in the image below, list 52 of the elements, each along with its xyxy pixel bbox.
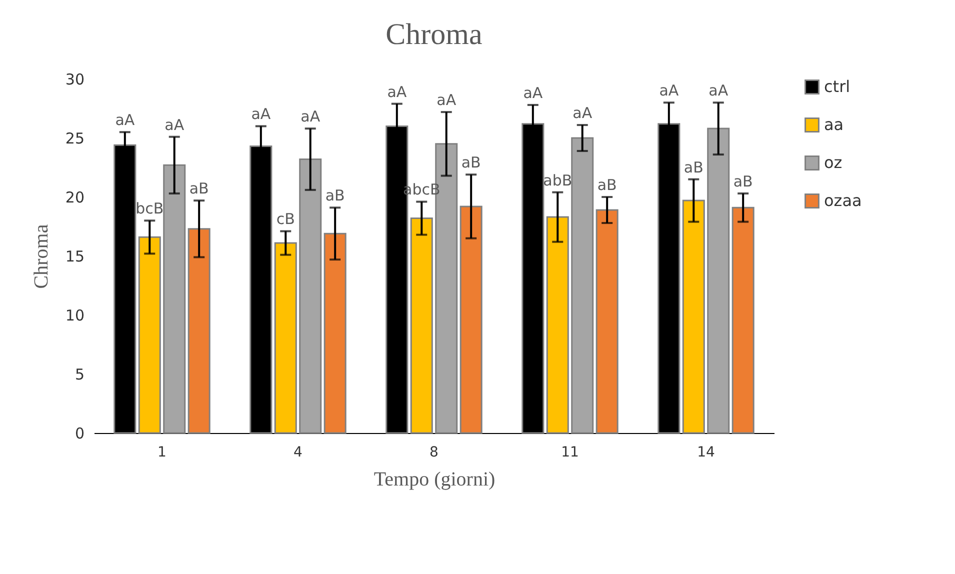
bar bbox=[410, 217, 433, 434]
y-tick-label: 10 bbox=[65, 306, 84, 324]
y-tick-label: 5 bbox=[74, 366, 84, 384]
x-tick-label: 14 bbox=[697, 444, 715, 460]
bar bbox=[163, 164, 186, 434]
bar bbox=[299, 158, 322, 434]
bar bbox=[324, 232, 346, 434]
data-label: aA bbox=[164, 116, 185, 134]
data-label: aA bbox=[251, 105, 272, 124]
legend-label: ctrl bbox=[824, 77, 850, 96]
legend-label: oz bbox=[824, 153, 842, 172]
data-label: abB bbox=[543, 171, 572, 190]
bar bbox=[546, 216, 569, 434]
y-tick-label: 20 bbox=[65, 188, 84, 206]
x-tick-label: 1 bbox=[158, 444, 166, 460]
y-tick-label: 0 bbox=[74, 424, 84, 442]
chart-title: Chroma bbox=[386, 18, 482, 51]
x-tick-label: 4 bbox=[294, 444, 303, 460]
bar bbox=[460, 206, 482, 434]
bar bbox=[707, 128, 730, 434]
bar bbox=[274, 242, 297, 434]
data-label: aA bbox=[115, 111, 136, 130]
x-tick-label: 11 bbox=[561, 444, 579, 460]
data-label: aB bbox=[684, 158, 704, 176]
legend-label: ozaa bbox=[824, 191, 862, 210]
bar bbox=[138, 236, 161, 434]
y-axis-title: Chroma bbox=[30, 224, 52, 289]
bar bbox=[571, 137, 594, 434]
data-label: aA bbox=[436, 91, 457, 110]
x-tick-label: 8 bbox=[430, 444, 438, 460]
data-label: aA bbox=[523, 84, 544, 102]
data-label: aA bbox=[708, 82, 729, 100]
bar bbox=[596, 209, 618, 434]
bar bbox=[682, 200, 705, 434]
y-tick-label: 25 bbox=[65, 130, 84, 148]
data-label: aA bbox=[659, 82, 680, 100]
data-label: aB bbox=[189, 180, 209, 198]
data-label: aA bbox=[300, 108, 321, 126]
data-label: aB bbox=[733, 172, 753, 190]
y-tick-label: 15 bbox=[65, 248, 84, 266]
data-label: bcB bbox=[136, 200, 164, 218]
data-label: cB bbox=[276, 210, 295, 228]
bar bbox=[188, 228, 210, 434]
bar bbox=[732, 206, 754, 434]
x-axis-title: Tempo (giorni) bbox=[374, 468, 496, 490]
y-tick-label: 30 bbox=[65, 70, 84, 88]
data-label: aB bbox=[461, 154, 481, 172]
data-label: aB bbox=[325, 186, 345, 205]
legend-label: aa bbox=[824, 115, 844, 134]
data-label: aA bbox=[572, 104, 593, 122]
data-label: aB bbox=[597, 176, 617, 194]
data-label: aA bbox=[387, 82, 408, 101]
